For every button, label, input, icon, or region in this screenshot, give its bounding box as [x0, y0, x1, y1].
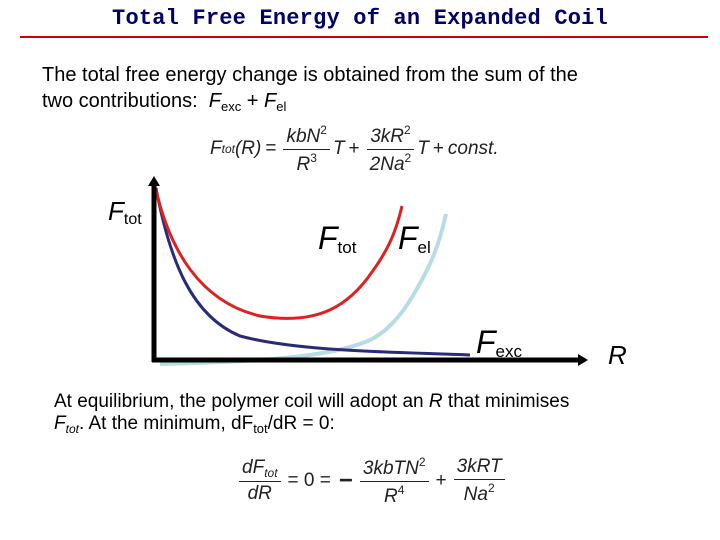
- fel-curve-label: Fel: [398, 220, 431, 257]
- ftot-axis-label: Ftot: [108, 196, 142, 228]
- intro-line-2: two contributions: Fexc + Fel: [42, 90, 287, 114]
- fexc-curve: [154, 187, 471, 357]
- ftot-curve-label: Ftot: [318, 220, 357, 257]
- derivative-term: dFtot dR: [239, 457, 281, 505]
- equilibrium-equation: dFtot dR = 0 = − 3kbTN2 R4 + 3kRT Na2: [236, 450, 508, 512]
- excluded-volume-derivative: 3kbTN2 R4: [359, 455, 429, 508]
- elastic-derivative: 3kRT Na2: [453, 456, 505, 506]
- r-axis-label: R: [608, 340, 627, 370]
- energy-plot: [148, 176, 588, 366]
- elastic-term: 3kR2 2Na2: [367, 123, 415, 176]
- slide-title: Total Free Energy of an Expanded Coil: [112, 6, 608, 31]
- intro-text: The total free energy change is obtained…: [42, 62, 578, 120]
- title-underline: [20, 36, 708, 38]
- y-axis-arrow: [148, 176, 160, 186]
- intro-line-1: The total free energy change is obtained…: [42, 64, 578, 86]
- x-axis-arrow: [578, 354, 588, 366]
- conclusion-line-1: At equilibrium, the polymer coil will ad…: [54, 391, 570, 412]
- excluded-volume-term: kbN2 R3: [283, 123, 330, 176]
- conclusion-line-2: Ftot. At the minimum, dFtot/dR = 0:: [54, 413, 335, 436]
- conclusion-text: At equilibrium, the polymer coil will ad…: [54, 391, 674, 440]
- fexc-curve-label: Fexc: [476, 324, 523, 361]
- ftot-curve: [154, 189, 404, 320]
